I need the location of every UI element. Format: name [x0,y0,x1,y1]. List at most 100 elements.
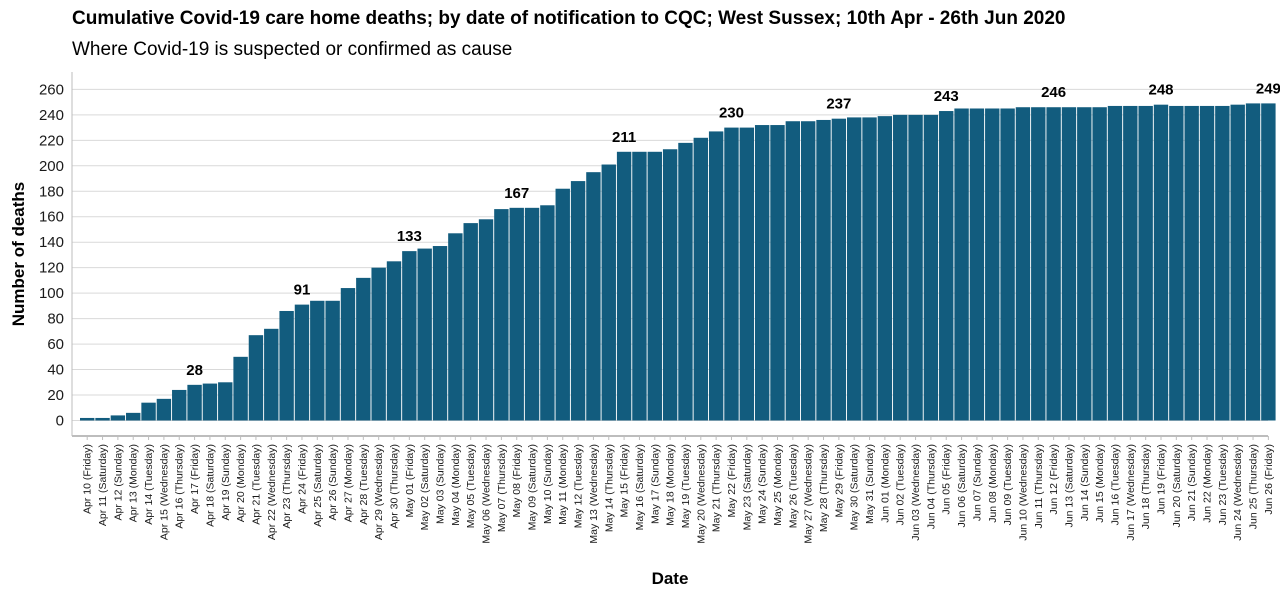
data-label: 243 [934,88,959,105]
x-tick-label: Apr 27 (Monday) [342,444,354,522]
x-tick-label: Apr 23 (Thursday) [281,444,293,529]
y-tick-label: 120 [39,260,64,277]
data-label: 230 [719,105,744,122]
bar [371,267,386,421]
x-tick-label: May 26 (Tuesday) [787,444,799,528]
bar [1000,108,1015,421]
bar [923,114,939,421]
x-tick-label: Jun 23 (Tuesday) [1217,444,1229,525]
x-tick-label: Apr 16 (Thursday) [174,444,186,529]
bar [279,310,294,421]
bar [862,117,877,421]
x-tick-label: Jun 07 (Sunday) [971,444,983,521]
x-tick-label: Apr 19 (Sunday) [220,444,232,520]
bar [294,304,310,421]
x-tick-label: Jun 10 (Wednesday) [1017,444,1029,541]
x-tick-label: May 06 (Wednesday) [481,444,493,544]
y-tick-label: 200 [39,158,64,175]
x-tick-label: Apr 12 (Sunday) [112,444,124,520]
bar [877,116,893,421]
x-tick-label: May 16 (Saturday) [634,444,646,530]
bar [264,328,279,421]
x-tick-label: Jun 18 (Thursday) [1140,444,1152,529]
bar [586,172,601,421]
bar [233,356,248,421]
data-label: 91 [294,282,311,299]
x-tick-label: Jun 22 (Monday) [1202,444,1214,523]
bar [570,181,586,421]
y-tick-label: 80 [47,311,64,328]
y-tick-label: 60 [47,336,64,353]
bar [325,300,340,421]
data-label: 248 [1148,82,1173,99]
x-tick-label: May 11 (Monday) [557,444,569,525]
x-tick-label: Apr 29 (Wednesday) [373,444,385,540]
chart-title: Cumulative Covid-19 care home deaths; by… [72,8,1066,29]
x-tick-label: May 24 (Sunday) [757,444,769,524]
x-tick-label: May 02 (Saturday) [419,444,431,530]
bar [908,114,923,421]
x-tick-label: Jun 16 (Tuesday) [1109,444,1121,525]
y-tick-label: 0 [56,413,64,430]
x-tick-label: Apr 10 (Friday) [82,444,94,514]
bar [1199,105,1215,421]
x-tick-label: Apr 17 (Friday) [189,444,201,514]
bar [1015,107,1031,421]
bar [1061,107,1077,421]
x-tick-label: Apr 11 (Saturday) [97,444,109,526]
bar [248,335,264,421]
bar [693,137,708,421]
x-tick-label: Jun 20 (Saturday) [1171,444,1183,527]
y-tick-label: 100 [39,285,64,302]
bar [954,108,969,421]
x-axis-title: Date [652,569,689,588]
bar [816,119,831,421]
bar [1230,104,1245,421]
x-tick-label: May 29 (Friday) [833,444,845,518]
bar [893,114,908,421]
x-tick-label: May 31 (Sunday) [864,444,876,524]
x-tick-label: May 04 (Monday) [450,444,462,526]
bar [448,233,463,421]
x-tick-label: Jun 13 (Saturday) [1063,444,1075,527]
x-tick-label: May 30 (Saturday) [849,444,861,530]
bar [494,209,509,421]
bar [417,248,432,421]
bar [724,127,739,421]
x-tick-label: May 07 (Thursday) [496,444,508,532]
x-tick-label: Jun 03 (Wednesday) [910,444,922,541]
x-tick-label: Jun 04 (Thursday) [925,444,937,529]
x-tick-label: Apr 15 (Wednesday) [158,444,170,540]
x-tick-label: May 18 (Monday) [665,444,677,526]
x-tick-label: Apr 25 (Saturday) [312,444,324,527]
x-tick-label: Apr 28 (Tuesday) [358,444,370,525]
x-tick-label: May 08 (Friday) [511,444,523,518]
x-tick-label: May 17 (Sunday) [649,444,661,524]
x-tick-label: Apr 22 (Wednesday) [266,444,278,540]
x-tick-label: Jun 01 (Monday) [879,444,891,523]
bar [218,382,233,421]
x-tick-label: Jun 14 (Sunday) [1079,444,1091,521]
data-label: 237 [826,96,851,113]
bar [1138,105,1153,421]
bar [80,417,95,421]
bar [540,205,555,421]
x-tick-label: May 14 (Thursday) [603,444,615,532]
x-tick-label: Jun 06 (Saturday) [956,444,968,527]
bar [202,383,218,421]
bar [939,111,954,421]
data-label: 211 [612,129,636,146]
x-tick-label: May 23 (Saturday) [741,444,753,530]
bar [1169,105,1184,421]
bar [110,415,126,421]
y-tick-label: 160 [39,209,64,226]
bar [1215,105,1230,421]
x-tick-label: Apr 18 (Saturday) [204,444,216,527]
x-tick-label: Apr 21 (Tuesday) [250,444,262,525]
bar [1123,105,1138,421]
x-tick-label: May 27 (Wednesday) [803,444,815,544]
y-tick-label: 240 [39,107,64,124]
x-tick-label: May 15 (Friday) [619,444,631,518]
bar [985,108,1000,421]
